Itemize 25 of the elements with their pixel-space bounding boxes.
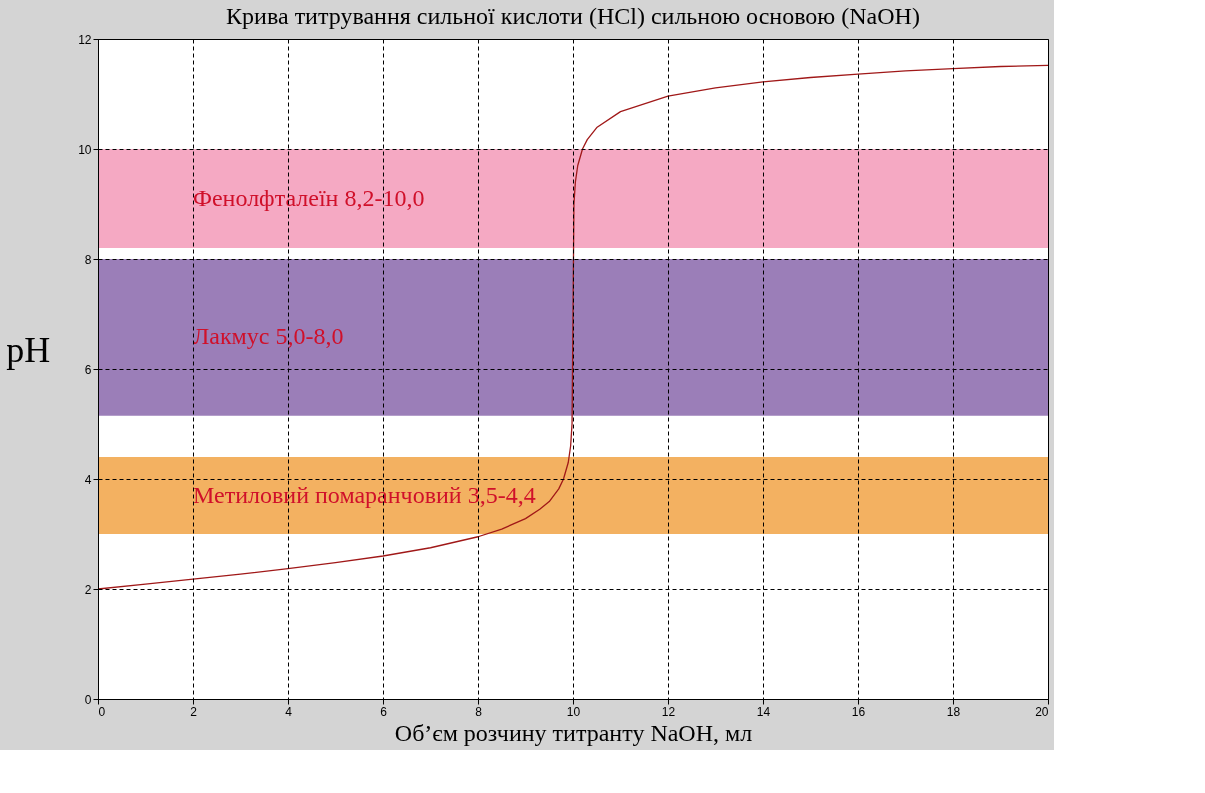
y-tick-label: 6 <box>84 362 92 377</box>
y-tick-label: 8 <box>84 252 92 267</box>
x-axis-title: Об’єм розчину титранту NaOH, мл <box>394 719 753 746</box>
x-tick-label: 12 <box>661 704 676 719</box>
y-tick-label: 0 <box>84 692 92 707</box>
band-label: Лакмус 5,0-8,0 <box>193 323 344 350</box>
line-series <box>97 64 1049 590</box>
x-tick-label: 2 <box>190 704 198 719</box>
x-tick-label: 8 <box>475 704 483 719</box>
x-tick-label: 10 <box>566 704 581 719</box>
x-tick-label: 4 <box>285 704 293 719</box>
x-tick-label: 0 <box>98 704 106 719</box>
x-tick-label: 18 <box>946 704 961 719</box>
y-tick-label: 4 <box>84 472 92 487</box>
x-tick-label: 16 <box>851 704 866 719</box>
x-tick-label: 6 <box>380 704 388 719</box>
y-tick-label: 12 <box>78 32 92 47</box>
x-tick-label: 14 <box>756 704 771 719</box>
y-axis-title: pH <box>6 329 51 370</box>
band-label: Фенолфталеїн 8,2-10,0 <box>193 184 425 211</box>
chart-title: Крива титрування сильної кислоти (HCl) сильною основою (NaOH) <box>226 3 920 29</box>
y-tick-label: 10 <box>78 142 92 157</box>
y-tick-label: 2 <box>84 582 92 597</box>
band-label: Метиловий помаранчовий 3,5-4,4 <box>193 481 536 508</box>
x-tick-label: 20 <box>1035 704 1049 719</box>
